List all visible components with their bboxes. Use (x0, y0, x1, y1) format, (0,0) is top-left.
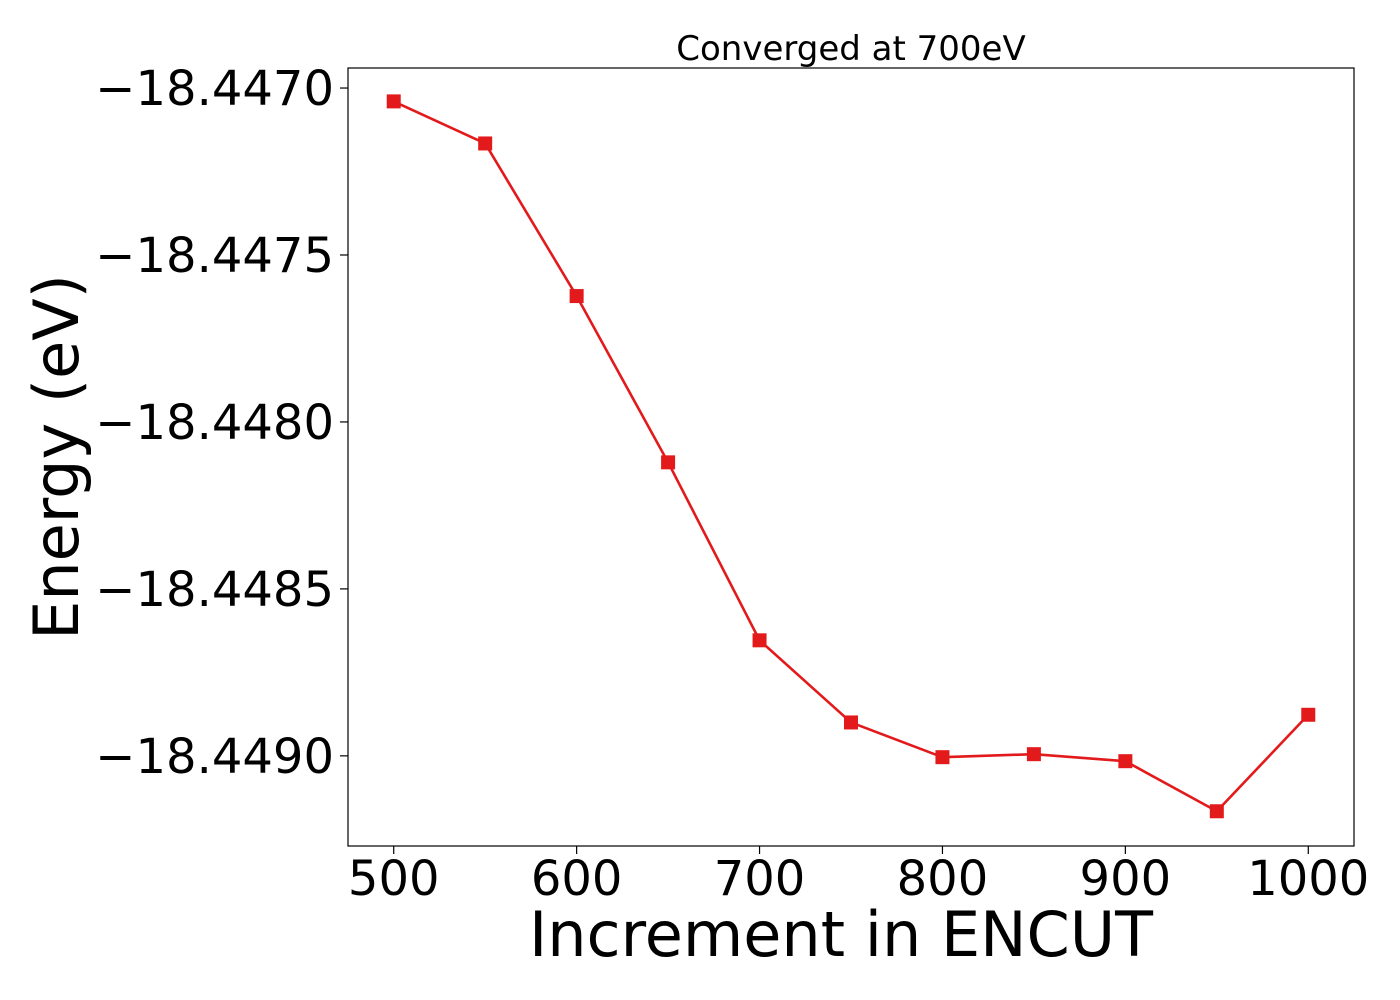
data-point (569, 289, 584, 304)
data-point (752, 633, 767, 648)
plot-area (347, 67, 1355, 847)
y-axis: −18.4470 −18.4475 −18.4480 −18.4485 −18.4490 (95, 61, 348, 785)
x-tick-label: 600 (531, 851, 623, 907)
x-tick-label: 700 (714, 851, 806, 907)
y-tick-label: −18.4470 (95, 61, 334, 117)
series-line (393, 100, 1310, 813)
data-point (661, 455, 676, 470)
data-point (1026, 747, 1041, 762)
x-tick-label: 1000 (1247, 851, 1369, 907)
x-tick-label: 500 (348, 851, 440, 907)
data-point (1301, 707, 1316, 722)
y-tick-label: −18.4490 (95, 729, 334, 785)
data-point (1118, 754, 1133, 769)
chart-title: Converged at 700eV (676, 29, 1025, 69)
y-axis-title: Energy (eV) (20, 274, 93, 640)
x-axis-title: Increment in ENCUT (529, 898, 1154, 971)
x-tick-label: 800 (897, 851, 989, 907)
y-tick-label: −18.4485 (95, 562, 334, 618)
data-point (844, 715, 858, 730)
data-point (386, 94, 401, 109)
data-point (478, 136, 493, 151)
data-point (935, 750, 950, 765)
plot-frame (347, 67, 1355, 847)
x-axis: 500 600 700 800 900 1000 (348, 846, 1369, 907)
y-tick-label: −18.4475 (95, 228, 334, 284)
y-tick-label: −18.4480 (95, 395, 334, 451)
x-tick-label: 900 (1080, 851, 1172, 907)
data-point (1209, 804, 1224, 819)
